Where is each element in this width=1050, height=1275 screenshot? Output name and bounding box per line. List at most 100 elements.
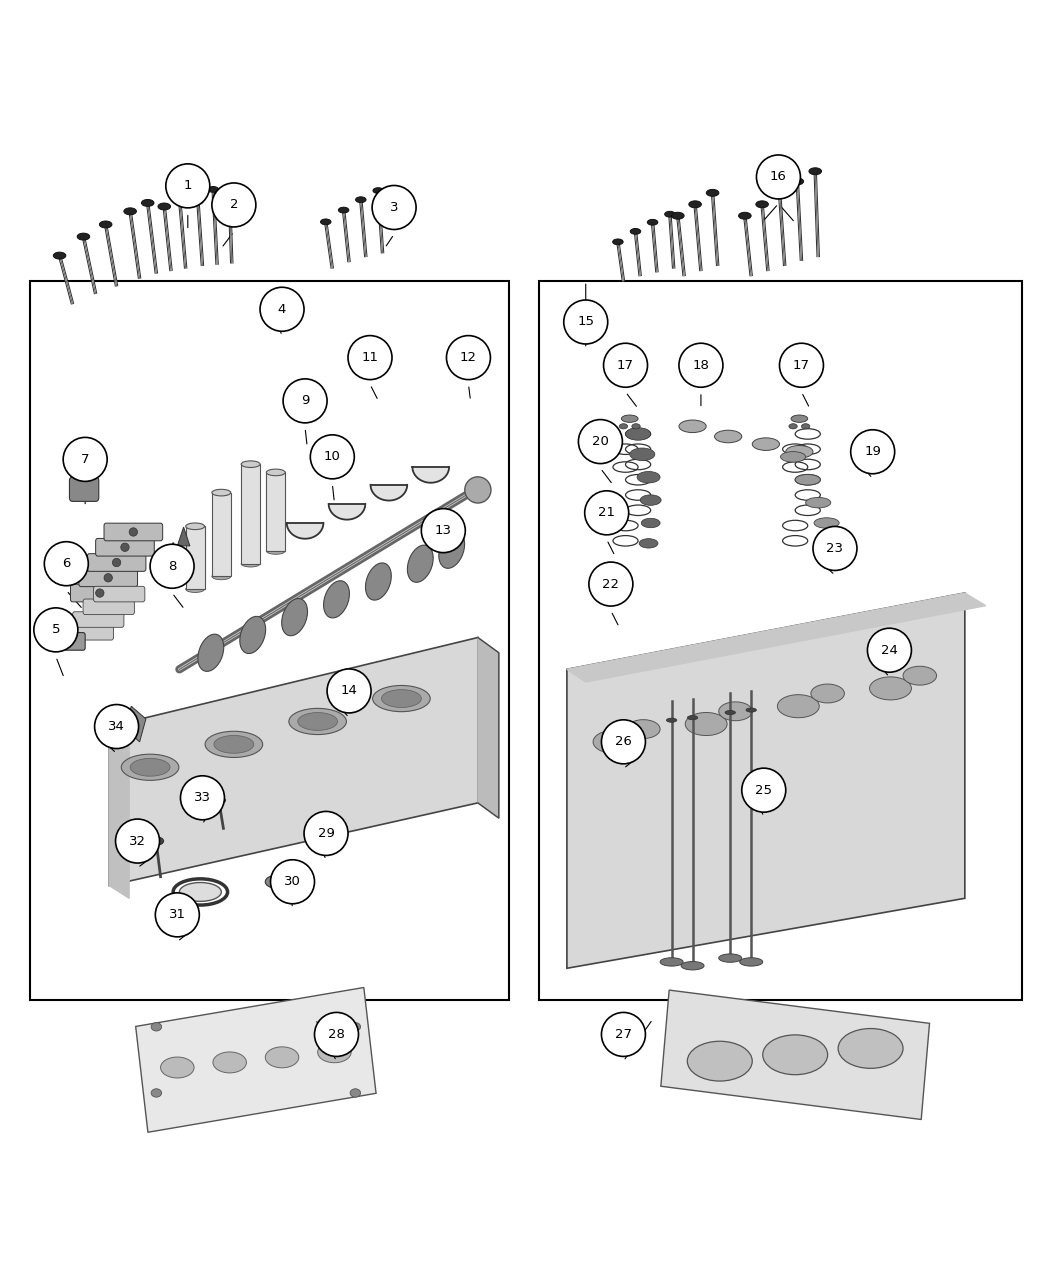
Text: 5: 5 [51,623,60,636]
Polygon shape [371,484,407,501]
Ellipse shape [777,695,819,718]
Ellipse shape [719,954,741,963]
Ellipse shape [724,710,735,715]
Ellipse shape [679,343,723,388]
Ellipse shape [193,199,203,204]
Ellipse shape [679,419,707,432]
Ellipse shape [281,598,308,636]
Polygon shape [242,464,260,564]
Ellipse shape [780,451,805,462]
Text: 17: 17 [793,358,810,372]
Ellipse shape [681,961,705,970]
Ellipse shape [642,518,660,528]
Ellipse shape [756,156,800,199]
Ellipse shape [789,423,797,428]
Ellipse shape [350,1023,360,1031]
Ellipse shape [116,819,160,863]
Ellipse shape [155,892,200,937]
Text: 28: 28 [328,1028,345,1040]
Ellipse shape [242,561,260,567]
Ellipse shape [801,423,810,428]
Ellipse shape [604,343,648,388]
Text: 19: 19 [864,445,881,458]
Ellipse shape [707,190,719,196]
Ellipse shape [688,715,698,720]
Ellipse shape [311,435,354,479]
Polygon shape [186,527,205,589]
Polygon shape [287,523,323,539]
Ellipse shape [239,616,266,654]
Ellipse shape [242,460,260,468]
Ellipse shape [356,196,366,203]
Polygon shape [660,991,929,1119]
Text: 20: 20 [592,435,609,448]
FancyBboxPatch shape [87,553,146,571]
Polygon shape [413,467,449,483]
Ellipse shape [44,542,88,585]
Ellipse shape [225,194,234,199]
Text: 12: 12 [460,351,477,365]
Text: 30: 30 [285,875,301,889]
Ellipse shape [112,558,121,566]
Ellipse shape [205,732,262,757]
Ellipse shape [626,427,651,440]
FancyBboxPatch shape [72,612,124,627]
Ellipse shape [96,589,104,597]
Ellipse shape [741,768,785,812]
Ellipse shape [672,213,685,219]
Ellipse shape [421,509,465,552]
Polygon shape [212,492,231,576]
Ellipse shape [688,1042,752,1081]
Ellipse shape [142,199,154,207]
FancyBboxPatch shape [83,599,134,615]
Ellipse shape [298,713,337,731]
Ellipse shape [124,208,136,214]
Text: 26: 26 [615,736,632,748]
Ellipse shape [166,164,210,208]
Ellipse shape [791,414,807,422]
Ellipse shape [315,1012,358,1057]
Polygon shape [109,638,478,886]
Ellipse shape [212,490,231,496]
Ellipse shape [151,1089,162,1098]
Ellipse shape [173,193,186,199]
Ellipse shape [686,713,727,736]
Ellipse shape [465,477,491,504]
Text: 8: 8 [168,560,176,572]
Text: 21: 21 [598,506,615,519]
Polygon shape [167,542,180,561]
Ellipse shape [348,335,392,380]
Ellipse shape [630,448,655,460]
Text: 13: 13 [435,524,452,537]
Polygon shape [125,706,146,742]
Text: 29: 29 [317,827,335,840]
Text: 25: 25 [755,784,772,797]
Ellipse shape [197,634,224,672]
Ellipse shape [689,201,701,208]
Ellipse shape [446,335,490,380]
Ellipse shape [381,690,421,708]
Ellipse shape [752,437,779,450]
Ellipse shape [593,731,635,754]
Text: 16: 16 [770,171,786,184]
Ellipse shape [122,755,179,780]
Ellipse shape [813,527,857,570]
FancyBboxPatch shape [29,282,509,1000]
Ellipse shape [602,720,646,764]
Ellipse shape [365,564,392,601]
Text: 7: 7 [81,453,89,465]
Ellipse shape [323,580,350,618]
Ellipse shape [869,677,911,700]
Ellipse shape [665,212,675,217]
FancyBboxPatch shape [96,538,154,556]
Ellipse shape [632,423,640,428]
Polygon shape [567,593,986,682]
Text: 1: 1 [184,180,192,193]
Text: 10: 10 [323,450,341,463]
Ellipse shape [867,629,911,672]
Ellipse shape [564,300,608,344]
Ellipse shape [373,187,383,194]
Text: 34: 34 [108,720,125,733]
Ellipse shape [151,1023,162,1031]
Text: 22: 22 [603,578,620,590]
